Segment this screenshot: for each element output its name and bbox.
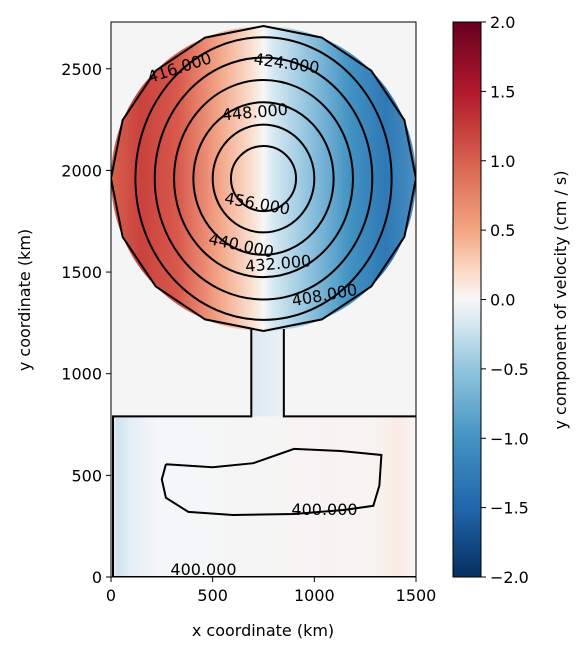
colorbar-label: y component of velocity (cm / s) — [551, 170, 570, 429]
colorbar-tick-label: 0.5 — [490, 221, 515, 240]
colorbar-tick-label: −0.5 — [490, 360, 529, 379]
colorbar — [452, 21, 482, 578]
lower-basin-field — [111, 416, 416, 577]
y-tick-label: 2500 — [61, 60, 102, 79]
y-axis-label: y coordinate (km) — [15, 229, 34, 371]
x-axis-ticks: 0 500 1000 1500 — [106, 577, 436, 605]
y-tick-label: 1000 — [61, 365, 102, 384]
colorbar-tick-label: −2.0 — [490, 568, 529, 587]
colorbar-tick-label: 1.0 — [490, 152, 515, 171]
axes-frame — [110, 21, 417, 578]
x-tick-label: 0 — [106, 586, 116, 605]
contour-line-416 — [134, 36, 393, 321]
y-tick-label: 1500 — [61, 263, 102, 282]
contour-line-432 — [173, 78, 354, 279]
x-tick-label: 500 — [197, 586, 228, 605]
colorbar-tick-label: −1.0 — [490, 429, 529, 448]
contour-line-456 — [229, 145, 298, 213]
circular-basin-field — [111, 26, 416, 332]
colorbar-tick-label: 1.5 — [490, 82, 515, 101]
colorbar-tick-label: 0.0 — [490, 291, 515, 310]
y-tick-label: 500 — [71, 466, 102, 485]
contour-line-408 — [111, 24, 416, 332]
contour-label: 400.000 — [291, 500, 357, 519]
contour-line-400-outline — [112, 328, 416, 577]
colorbar-tick-label: 2.0 — [490, 13, 515, 32]
colorbar-tick-label: −1.5 — [490, 499, 529, 518]
contour-line-400-inner — [160, 447, 383, 517]
x-tick-label: 1000 — [294, 586, 335, 605]
velocity-field — [111, 26, 416, 577]
colorbar-ticks: 2.0 1.5 1.0 0.5 0.0 −0.5 −1.0 −1.5 −2.0 — [481, 13, 529, 587]
contour-lines — [111, 24, 416, 577]
contour-line-424 — [153, 56, 374, 301]
contour-line-448 — [211, 123, 316, 234]
contour-line-440 — [192, 101, 335, 256]
channel-field — [251, 328, 284, 417]
x-axis-label: x coordinate (km) — [192, 621, 334, 640]
contour-label: 400.000 — [170, 560, 236, 579]
y-tick-label: 0 — [92, 568, 102, 587]
y-tick-label: 2000 — [61, 161, 102, 180]
y-axis-ticks: 0 500 1000 1500 2000 2500 — [61, 60, 111, 587]
x-tick-label: 1500 — [396, 586, 437, 605]
